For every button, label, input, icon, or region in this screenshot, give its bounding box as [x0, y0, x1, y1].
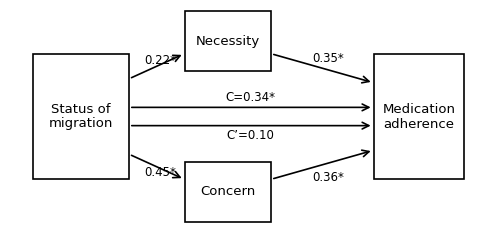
Text: C’=0.10: C’=0.10 [226, 129, 274, 142]
FancyBboxPatch shape [185, 11, 271, 71]
FancyBboxPatch shape [185, 162, 271, 222]
Text: 0.22*: 0.22* [144, 54, 176, 67]
Text: Medication
adherence: Medication adherence [382, 103, 456, 130]
Text: 0.36*: 0.36* [312, 171, 344, 184]
Text: Concern: Concern [200, 185, 256, 198]
Text: Necessity: Necessity [196, 35, 260, 48]
Text: 0.45*: 0.45* [144, 166, 176, 179]
Text: C=0.34*: C=0.34* [225, 91, 275, 104]
FancyBboxPatch shape [33, 54, 128, 179]
FancyBboxPatch shape [374, 54, 464, 179]
Text: 0.35*: 0.35* [312, 52, 344, 65]
Text: Status of
migration: Status of migration [49, 103, 113, 130]
